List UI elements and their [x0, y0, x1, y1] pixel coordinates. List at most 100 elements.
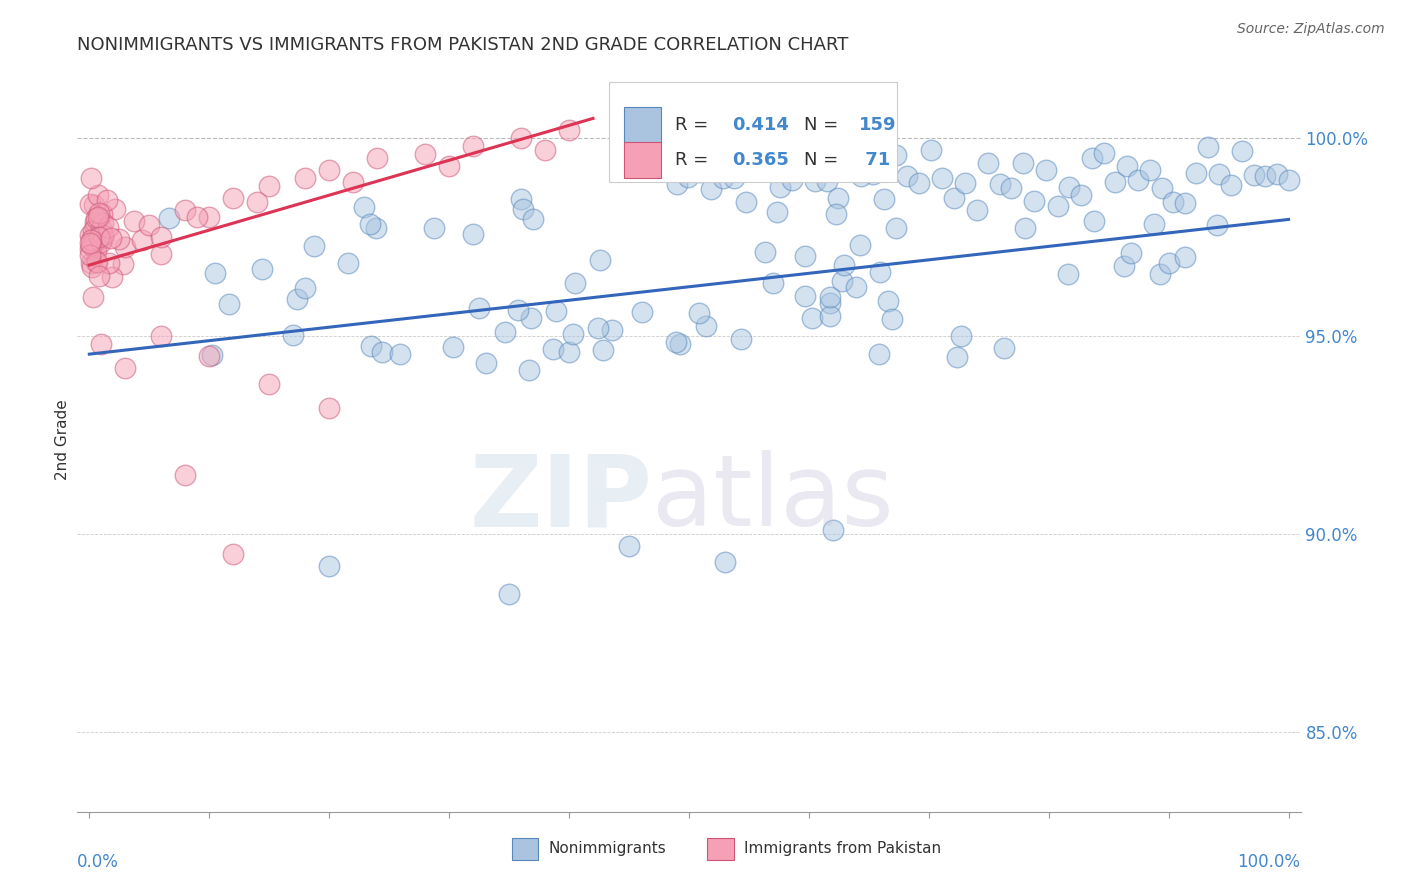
Bar: [624, 143, 661, 178]
Point: [359, 218, 381, 232]
Point: [793, 249, 815, 263]
Point: [942, 191, 965, 205]
Point: [318, 162, 340, 177]
Point: [79, 247, 101, 261]
Point: [98, 256, 121, 270]
Point: [79, 235, 101, 250]
Point: [517, 363, 540, 377]
Point: [80, 260, 103, 274]
Point: [364, 221, 387, 235]
Point: [801, 310, 824, 325]
Point: [1057, 180, 1080, 194]
Point: [818, 310, 841, 324]
Point: [283, 327, 305, 342]
Point: [201, 348, 224, 362]
Bar: [512, 838, 538, 860]
Point: [762, 276, 785, 290]
Point: [873, 192, 896, 206]
Point: [1174, 195, 1197, 210]
Point: [86, 188, 108, 202]
Point: [665, 178, 688, 192]
Point: [1185, 165, 1208, 179]
Point: [758, 162, 780, 177]
Point: [818, 290, 841, 304]
Point: [617, 539, 640, 553]
Point: [353, 200, 375, 214]
Text: 0.365: 0.365: [731, 152, 789, 169]
Point: [257, 376, 280, 391]
Point: [87, 229, 110, 244]
Point: [204, 266, 226, 280]
Bar: [707, 838, 734, 860]
Point: [218, 296, 240, 310]
Point: [1277, 172, 1299, 186]
Point: [461, 139, 484, 153]
Point: [848, 237, 870, 252]
Point: [294, 170, 316, 185]
Point: [1159, 256, 1181, 270]
Point: [508, 303, 530, 318]
Point: [441, 340, 464, 354]
Point: [91, 228, 114, 243]
Point: [510, 192, 533, 206]
Point: [83, 235, 105, 250]
Text: N =: N =: [804, 152, 838, 169]
Point: [360, 339, 382, 353]
Point: [114, 240, 136, 254]
Point: [1243, 168, 1265, 182]
Point: [882, 312, 904, 326]
Point: [157, 211, 180, 225]
Point: [80, 256, 103, 270]
Point: [780, 173, 803, 187]
Point: [318, 401, 340, 415]
Point: [174, 467, 197, 482]
Text: atlas: atlas: [652, 450, 894, 548]
Point: [592, 343, 614, 358]
Point: [250, 262, 273, 277]
Point: [747, 157, 769, 171]
Point: [388, 347, 411, 361]
Point: [723, 170, 745, 185]
Point: [114, 361, 136, 376]
Point: [1254, 169, 1277, 184]
Text: 0.414: 0.414: [731, 116, 789, 134]
Text: 100.0%: 100.0%: [1237, 853, 1301, 871]
Point: [766, 205, 789, 219]
Point: [108, 232, 131, 246]
Point: [831, 274, 853, 288]
Point: [1139, 163, 1161, 178]
Point: [87, 268, 110, 283]
Point: [862, 167, 884, 181]
Text: Source: ZipAtlas.com: Source: ZipAtlas.com: [1237, 22, 1385, 37]
Point: [754, 244, 776, 259]
Point: [665, 334, 688, 349]
Point: [769, 179, 792, 194]
Text: ZIP: ZIP: [470, 450, 652, 548]
Point: [342, 175, 364, 189]
Point: [82, 290, 104, 304]
Point: [1012, 156, 1035, 170]
Point: [198, 349, 221, 363]
Point: [868, 347, 890, 361]
Point: [931, 171, 953, 186]
Point: [1035, 163, 1057, 178]
Point: [1014, 221, 1036, 235]
Point: [600, 323, 623, 337]
Point: [977, 156, 1000, 170]
Point: [1024, 194, 1046, 208]
Point: [246, 194, 269, 209]
Point: [630, 304, 652, 318]
Point: [510, 131, 533, 145]
Point: [908, 176, 931, 190]
Point: [522, 211, 544, 226]
Point: [122, 213, 145, 227]
Point: [371, 345, 394, 359]
Point: [845, 279, 868, 293]
Point: [534, 143, 557, 157]
Point: [150, 230, 173, 244]
Point: [700, 182, 723, 196]
Point: [1197, 139, 1219, 153]
Point: [96, 193, 118, 207]
Point: [80, 234, 103, 248]
Point: [80, 237, 103, 252]
